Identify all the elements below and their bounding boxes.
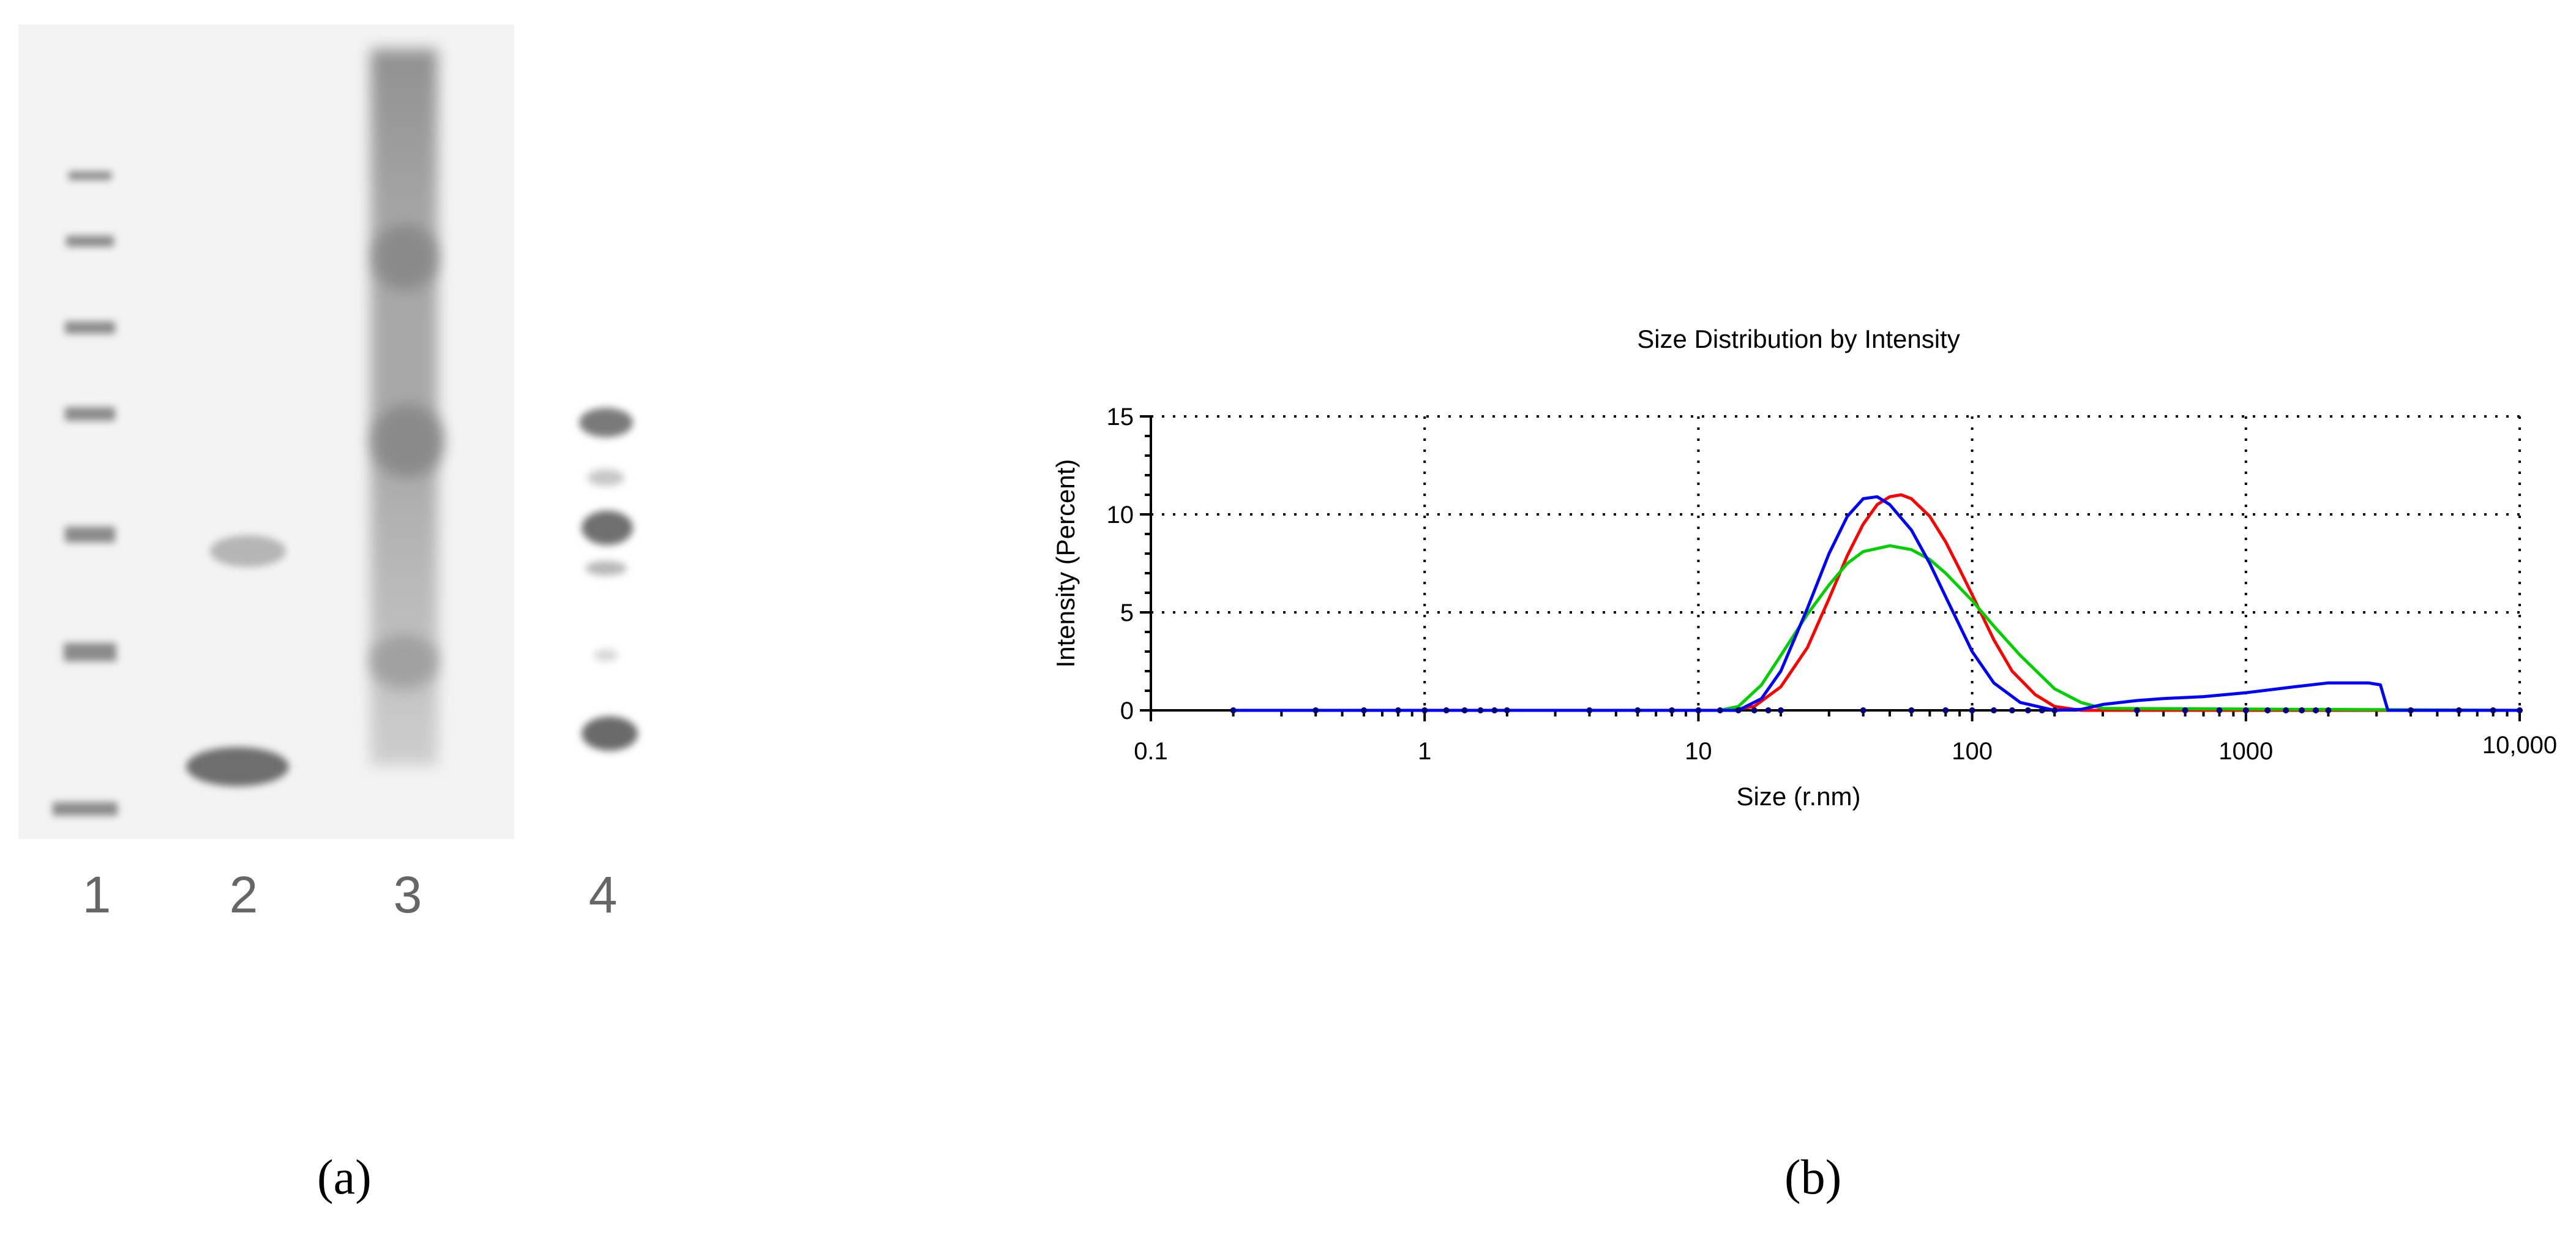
chart-title: Size Distribution by Intensity [1637, 325, 1960, 353]
baseline-marker [2283, 707, 2290, 713]
y-tick-label: 15 [1107, 404, 1134, 430]
baseline-marker [2182, 707, 2188, 713]
baseline-marker [1491, 707, 1498, 713]
lane-3-smear [370, 49, 443, 765]
baseline-marker [1443, 707, 1450, 713]
lane-1-ladder [53, 171, 118, 816]
baseline-marker [1765, 707, 1772, 713]
baseline-marker [2408, 707, 2414, 713]
baseline-marker [1477, 707, 1484, 713]
baseline-marker [1969, 707, 1975, 713]
baseline-marker [2299, 707, 2305, 713]
baseline-marker [1695, 707, 1702, 713]
y-tick-label: 5 [1120, 600, 1134, 626]
x-tick-label: 1000 [2218, 738, 2273, 765]
baseline-marker [2009, 707, 2015, 713]
baseline-marker [1461, 707, 1468, 713]
chart-panel: Size Distribution by Intensity Size (r.n… [1004, 269, 2576, 882]
panel-label-b: (b) [1784, 1151, 1842, 1205]
lane-4-bands [579, 408, 638, 751]
baseline-marker [1735, 707, 1742, 713]
gel-panel: 1 2 3 4 [0, 0, 686, 1245]
baseline-marker [1360, 707, 1367, 713]
size-distribution-chart: Size Distribution by Intensity Size (r.n… [1051, 325, 2557, 811]
baseline-marker [1503, 707, 1510, 713]
baseline-marker [2039, 707, 2045, 713]
baseline-marker [1860, 707, 1866, 713]
baseline-marker [1778, 707, 1784, 713]
baseline-marker [1908, 707, 1915, 713]
x-axis-label: Size (r.nm) [1736, 782, 1860, 811]
x-tick-label: 1 [1418, 738, 1431, 765]
baseline-marker [1395, 707, 1401, 713]
baseline-marker [2024, 707, 2031, 713]
baseline-marker [1669, 707, 1676, 713]
baseline-marker [1942, 707, 1949, 713]
baseline-marker [1717, 707, 1723, 713]
panel-label-a: (a) [317, 1151, 372, 1205]
lane-label-2: 2 [230, 866, 258, 923]
series-line-3 [1233, 495, 2520, 712]
x-tick-label: 10,000 [2482, 732, 2557, 759]
x-tick-label: 100 [1952, 738, 1993, 765]
baseline-marker [2517, 707, 2523, 713]
baseline-marker [2242, 707, 2249, 713]
x-tick-label: 0.1 [1134, 738, 1168, 765]
baseline-marker [2490, 707, 2496, 713]
baseline-marker [1586, 707, 1593, 713]
baseline-marker [2051, 707, 2058, 713]
baseline-marker [1991, 707, 1998, 713]
y-tick-label: 0 [1120, 697, 1134, 724]
baseline-marker [2455, 707, 2462, 713]
lane-label-4: 4 [589, 866, 618, 923]
baseline-marker [2133, 707, 2140, 713]
baseline-marker [1634, 707, 1641, 713]
x-tick-label: 10 [1685, 738, 1712, 765]
baseline-marker [1230, 707, 1237, 713]
y-tick-label: 10 [1107, 502, 1134, 528]
baseline-marker [2312, 707, 2319, 713]
lane-label-3: 3 [394, 866, 422, 923]
baseline-marker [2216, 707, 2223, 713]
baseline-marker [1421, 707, 1428, 713]
series [1230, 493, 2523, 713]
baseline-marker [2325, 707, 2332, 713]
gel-image: 1 2 3 4 [18, 24, 638, 923]
lane-label-1: 1 [83, 866, 111, 923]
grid [1151, 415, 2521, 710]
y-axis-label: Intensity (Percent) [1051, 459, 1080, 668]
series-line-2 [1233, 544, 2520, 712]
series-line-1 [1233, 493, 2520, 712]
baseline-marker [2264, 707, 2271, 713]
baseline-marker [1751, 707, 1758, 713]
lane-2-bands [186, 535, 289, 786]
baseline-marker [1312, 707, 1319, 713]
